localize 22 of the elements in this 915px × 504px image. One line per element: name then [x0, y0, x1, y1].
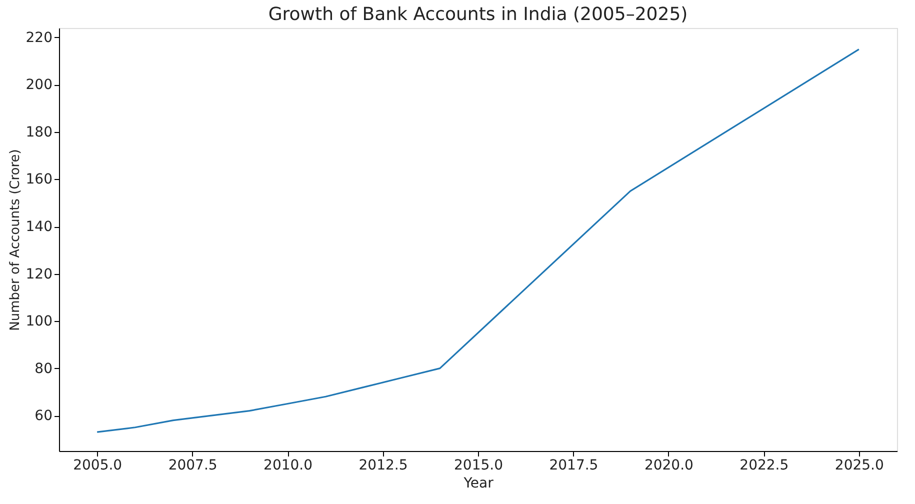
x-axis-title: Year: [462, 476, 494, 492]
y-tick-label: 120: [26, 266, 52, 282]
y-tick-label: 140: [26, 219, 52, 236]
x-tick-label: 2017.5: [549, 458, 598, 474]
y-axis-title: Number of Accounts (Crore): [8, 149, 23, 331]
y-tick-label: 80: [34, 360, 52, 377]
y-tick-label: 60: [34, 408, 52, 424]
y-tick-label: 100: [26, 314, 52, 330]
x-tick-label: 2007.5: [168, 458, 218, 474]
x-tick-label: 2015.0: [454, 458, 503, 474]
y-tick-label: 180: [26, 124, 52, 140]
y-tick-label: 200: [26, 77, 52, 94]
x-tick-label: 2005.0: [73, 458, 122, 474]
y-tick-label: 160: [26, 172, 52, 188]
x-tick-label: 2022.5: [740, 458, 789, 474]
x-tick-label: 2025.0: [834, 458, 884, 474]
x-tick-label: 2010.0: [264, 458, 313, 474]
y-tick-label: 220: [26, 30, 52, 46]
x-tick-label: 2020.0: [644, 458, 694, 474]
x-tick-label: 2012.5: [358, 458, 408, 474]
chart-title: Growth of Bank Accounts in India (2005–2025): [268, 4, 688, 25]
line-series: [96, 48, 860, 433]
